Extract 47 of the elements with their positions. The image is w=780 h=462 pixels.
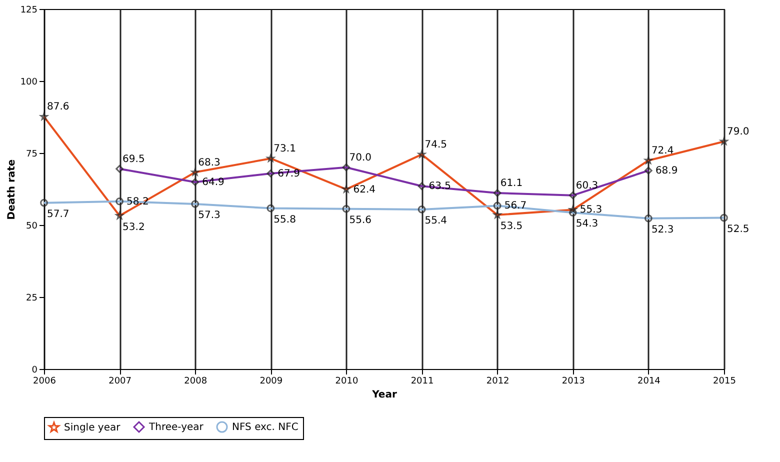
y-tick-label: 75 (26, 150, 38, 160)
data-label: 69.5 (122, 154, 145, 165)
x-tick-label: 2014 (637, 376, 661, 386)
x-tick-label: 2012 (486, 376, 510, 386)
data-label: 72.4 (651, 145, 674, 156)
data-label: 55.3 (580, 204, 602, 216)
data-label: 61.1 (500, 178, 523, 190)
data-label: 52.3 (651, 224, 674, 236)
x-tick-label: 2009 (260, 376, 283, 386)
data-label: 79.0 (727, 126, 750, 138)
data-label: 68.3 (198, 157, 220, 168)
y-tick-label: 100 (20, 78, 38, 88)
data-label: 58.2 (126, 196, 149, 208)
data-label: 53.5 (500, 220, 523, 232)
x-tick-label: 2015 (713, 376, 736, 386)
data-label: 68.9 (655, 166, 678, 177)
x-tick-label: 2008 (184, 376, 208, 386)
x-tick-label: 2007 (108, 376, 132, 386)
data-label: 57.7 (47, 208, 70, 220)
data-label: 74.5 (424, 139, 448, 150)
legend-label: NFS exc. NFC (232, 422, 298, 433)
y-tick-label: 50 (26, 222, 38, 232)
x-tick-label: 2010 (335, 376, 358, 386)
data-label: 53.2 (122, 222, 145, 233)
legend-label: Three-year (148, 422, 204, 433)
x-tick-label: 2013 (562, 376, 585, 386)
data-label: 60.3 (576, 180, 598, 192)
y-tick-label: 0 (32, 366, 38, 376)
y-tick-label: 25 (26, 294, 38, 304)
legend-label: Single year (64, 422, 122, 434)
data-label: 70.0 (349, 152, 372, 164)
data-label: 57.3 (198, 210, 220, 221)
data-label: 55.8 (274, 214, 296, 226)
data-label: 52.5 (727, 224, 750, 235)
data-label: 54.3 (576, 218, 598, 230)
x-axis-title: Year (371, 390, 397, 400)
data-label: 56.7 (504, 200, 527, 212)
data-label: 73.1 (274, 143, 296, 154)
x-tick-label: 2011 (410, 376, 434, 386)
y-tick-label: 125 (20, 6, 38, 16)
y-axis-title: Death rate (6, 159, 18, 220)
data-label: 64.9 (202, 177, 224, 188)
data-label: 87.6 (47, 102, 70, 113)
x-tick-label: 2006 (33, 376, 56, 386)
data-label: 62.4 (353, 184, 376, 196)
data-label: 55.4 (424, 215, 448, 226)
data-label: 55.6 (349, 214, 372, 226)
